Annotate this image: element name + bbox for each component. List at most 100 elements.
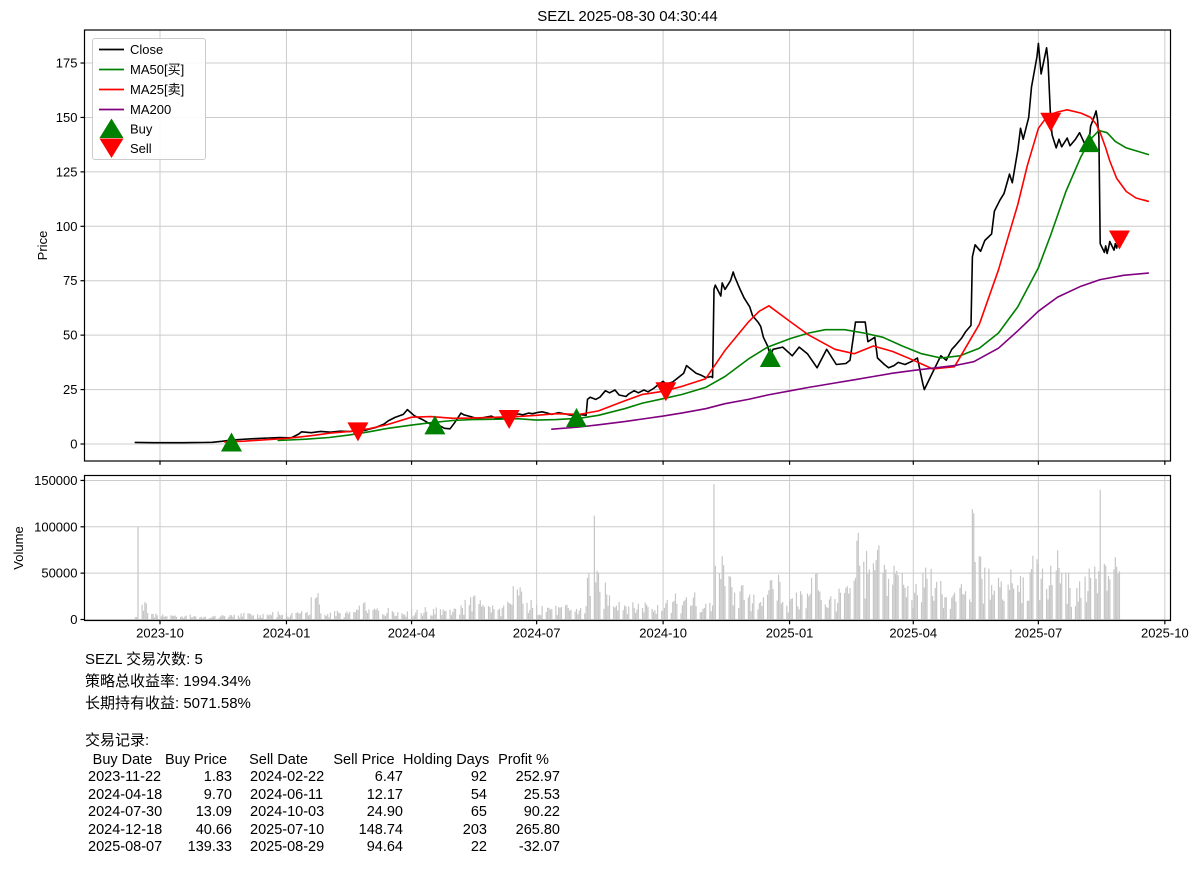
volume-bar xyxy=(993,590,995,620)
volume-bar xyxy=(692,597,694,620)
volume-bar xyxy=(365,610,367,620)
volume-bar xyxy=(289,615,292,620)
volume-bar xyxy=(1026,600,1028,620)
volume-bar xyxy=(445,610,447,620)
price-tick-label: 75 xyxy=(63,273,77,288)
volume-bar xyxy=(617,610,619,620)
volume-bar xyxy=(512,586,514,620)
volume-bar xyxy=(780,603,782,620)
volume-bar xyxy=(618,601,620,620)
volume-bar xyxy=(779,581,781,620)
volume-bar xyxy=(923,587,925,620)
chart-title: SEZL 2025-08-30 04:30:44 xyxy=(537,8,717,25)
volume-bar xyxy=(815,573,817,620)
volume-bar xyxy=(500,616,502,620)
volume-bar xyxy=(589,595,591,620)
volume-bar xyxy=(137,526,139,620)
volume-bar xyxy=(676,603,678,620)
trade-cell: 2025-07-10 xyxy=(250,821,325,838)
volume-bar xyxy=(406,611,409,620)
volume-bar xyxy=(757,609,759,620)
volume-bar xyxy=(718,573,721,620)
legend-label: MA25[卖] xyxy=(130,82,184,97)
volume-bar xyxy=(144,602,146,620)
volume-bar xyxy=(637,603,639,620)
volume-bar xyxy=(753,594,755,620)
volume-bar xyxy=(885,569,887,620)
volume-bar xyxy=(988,568,990,620)
volume-bar xyxy=(897,575,899,620)
volume-bar xyxy=(683,601,685,620)
volume-bar xyxy=(281,614,283,620)
buy-triangle-icon xyxy=(99,118,124,138)
volume-bar xyxy=(434,614,436,620)
trade-table-header: Buy Date Buy Price Sell Date Sell Price Hold… xyxy=(85,752,560,769)
volume-bar xyxy=(798,609,800,620)
volume-bar xyxy=(857,532,859,620)
volume-bar xyxy=(570,609,572,620)
trade-cell: 40.66 xyxy=(195,821,232,838)
volume-bar xyxy=(219,616,222,620)
trade-cell: 2025-08-29 xyxy=(250,839,325,856)
volume-bar xyxy=(372,610,374,620)
x-tick-label: 2024-10 xyxy=(639,626,687,641)
volume-bar xyxy=(237,615,239,620)
summary: SEZL 交易次数: 5 策略总收益率: 1994.34% 长期持有收益: 50… xyxy=(85,649,560,715)
volume-bar xyxy=(551,608,553,620)
volume-bar xyxy=(316,597,318,620)
volume-bar xyxy=(934,587,936,620)
volume-bar xyxy=(232,616,234,620)
volume-bar xyxy=(596,570,598,620)
volume-bar xyxy=(643,612,645,620)
volume-bar xyxy=(663,607,666,620)
volume-bar xyxy=(817,590,820,620)
volume-bar xyxy=(252,615,255,620)
volume-bar xyxy=(314,598,316,620)
volume-bar xyxy=(896,570,898,620)
volume-bar xyxy=(353,612,355,620)
x-tick-label: 2023-10 xyxy=(136,626,184,641)
volume-bar xyxy=(1048,585,1050,620)
buy-marker xyxy=(1078,133,1100,153)
volume-bar xyxy=(578,610,580,620)
volume-bar xyxy=(625,606,627,620)
volume-bar xyxy=(318,604,321,620)
volume-bar xyxy=(670,612,672,620)
volume-bar xyxy=(258,617,260,620)
volume-bar xyxy=(156,615,158,620)
volume-bar xyxy=(423,612,425,620)
trade-cell: 2025-08-07 xyxy=(88,839,163,856)
volume-bar xyxy=(1036,559,1038,620)
volume-bar xyxy=(134,617,136,620)
volume-bar xyxy=(368,609,370,620)
volume-bar xyxy=(461,608,464,620)
volume-bar xyxy=(1107,575,1110,620)
volume-bar xyxy=(347,613,349,620)
volume-bar xyxy=(768,590,770,620)
volume-bar xyxy=(329,612,332,620)
volume-bar xyxy=(452,611,454,620)
volume-bar xyxy=(931,596,934,620)
volume-bar xyxy=(213,616,215,620)
volume-bar xyxy=(843,592,846,620)
volume-bar xyxy=(868,569,870,620)
volume-bar xyxy=(261,617,263,620)
volume-bar xyxy=(962,594,964,620)
volume-bar xyxy=(830,596,832,620)
volume-bar xyxy=(805,608,807,620)
summary-buyhold-return: 长期持有收益: 5071.58% xyxy=(85,695,251,712)
volume-bar xyxy=(307,615,310,620)
volume-bar xyxy=(824,604,826,620)
volume-bar xyxy=(828,599,831,620)
volume-bar xyxy=(336,610,338,620)
volume-bar xyxy=(787,612,789,620)
volume-panel-frame xyxy=(83,474,1172,622)
volume-bar xyxy=(538,614,540,620)
volume-bar xyxy=(710,611,712,620)
trade-cell: 12.17 xyxy=(366,786,403,803)
volume-bar xyxy=(508,603,510,620)
volume-bar xyxy=(391,611,393,620)
volume-bar xyxy=(672,602,674,620)
volume-bar xyxy=(703,607,705,620)
